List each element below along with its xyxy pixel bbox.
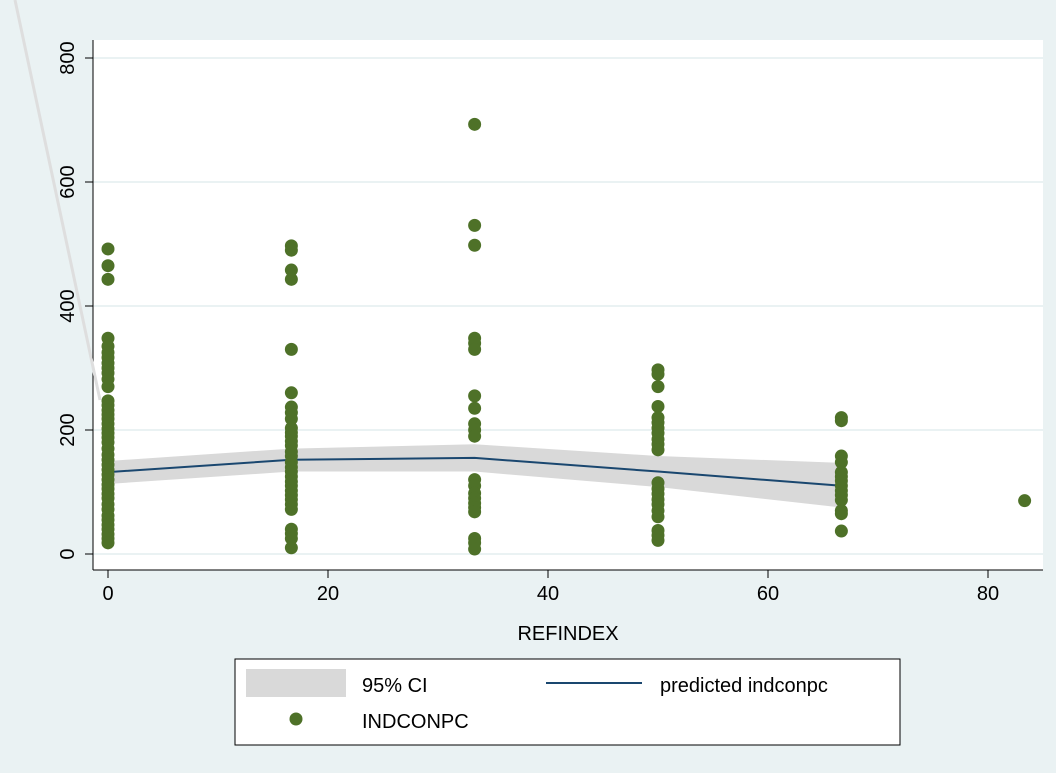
data-point xyxy=(651,367,665,381)
legend-ci-label: 95% CI xyxy=(362,675,428,697)
data-point xyxy=(468,429,482,443)
legend-line-label: predicted indconpc xyxy=(660,675,828,697)
data-point xyxy=(468,542,482,556)
data-point xyxy=(468,238,482,252)
legend-marker-label: INDCONPC xyxy=(362,711,469,733)
y-tick-label: 0 xyxy=(57,548,79,559)
data-point xyxy=(468,401,482,415)
data-point xyxy=(834,524,848,538)
data-point xyxy=(101,536,115,550)
data-point xyxy=(101,272,115,286)
y-ticks: 0 200 400 600 800 xyxy=(57,41,93,560)
data-point xyxy=(1018,494,1032,508)
data-point xyxy=(284,532,298,545)
data-point xyxy=(651,399,665,413)
data-point xyxy=(468,218,482,232)
data-point xyxy=(284,243,298,257)
x-tick-label: 0 xyxy=(102,583,113,605)
x-tick-label: 60 xyxy=(757,583,779,605)
data-point xyxy=(834,493,848,507)
data-point xyxy=(284,342,298,356)
data-point xyxy=(834,455,848,469)
scatter-points-layer xyxy=(101,117,1032,556)
x-axis-title: REFINDEX xyxy=(517,623,618,645)
data-point xyxy=(834,507,848,521)
x-ticks: 0 20 40 60 80 xyxy=(102,570,999,605)
legend-marker-swatch xyxy=(289,712,303,726)
x-tick-label: 20 xyxy=(317,583,339,605)
data-point xyxy=(651,380,665,394)
data-point xyxy=(284,272,298,286)
y-tick-label: 400 xyxy=(57,289,79,322)
data-point xyxy=(468,389,482,403)
data-point xyxy=(284,263,298,277)
prediction-line-layer xyxy=(107,456,842,487)
y-tick-label: 200 xyxy=(57,413,79,446)
x-tick-label: 40 xyxy=(537,583,559,605)
data-point xyxy=(284,502,298,516)
data-point xyxy=(284,386,298,400)
data-point xyxy=(468,505,482,519)
data-point xyxy=(651,510,665,524)
legend-ci-swatch xyxy=(246,669,346,697)
grid-lines xyxy=(93,57,1043,555)
data-point xyxy=(651,533,665,547)
data-point xyxy=(834,414,848,428)
data-point xyxy=(284,541,298,555)
data-point xyxy=(101,259,115,273)
data-point xyxy=(651,443,665,457)
y-tick-label: 600 xyxy=(57,165,79,198)
x-tick-label: 80 xyxy=(977,583,999,605)
data-point xyxy=(101,380,115,394)
diagonal-artifact-line xyxy=(13,0,102,401)
data-point xyxy=(468,342,482,356)
data-point xyxy=(468,117,482,131)
y-tick-label: 800 xyxy=(57,41,79,74)
predicted-line xyxy=(107,456,842,487)
data-point xyxy=(284,412,298,426)
data-point xyxy=(101,242,115,256)
legend: 95% CI predicted indconpc INDCONPC xyxy=(234,658,901,746)
